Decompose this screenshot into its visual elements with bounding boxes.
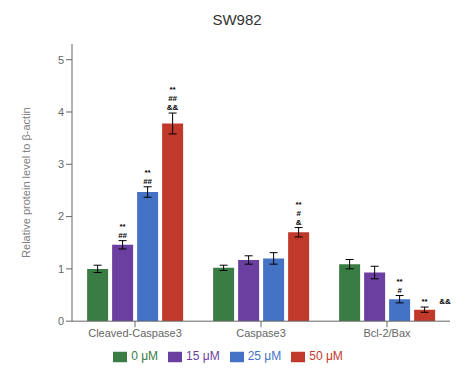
svg-text:**: **: [296, 200, 303, 209]
svg-text:**: **: [120, 222, 127, 231]
svg-text:**: **: [170, 85, 177, 94]
svg-text:&&: &&: [439, 297, 451, 306]
svg-text:**: **: [397, 277, 404, 286]
svg-text:#: #: [296, 209, 301, 218]
html-text:25 μM: 25 μM: [247, 349, 282, 364]
html-text:SW982: SW982: [212, 11, 262, 28]
svg-text:**: **: [145, 168, 152, 177]
svg-text:##: ##: [118, 231, 127, 240]
svg-text:Caspase3: Caspase3: [236, 327, 286, 339]
svg-text:##: ##: [143, 177, 152, 186]
svg-text:Bcl-2/Bax: Bcl-2/Bax: [363, 327, 411, 339]
svg-text:&&: &&: [167, 103, 179, 112]
svg-text:3: 3: [58, 158, 64, 170]
svg-text:**: **: [422, 297, 429, 306]
svg-text:#: #: [397, 286, 402, 295]
svg-text:##: ##: [168, 94, 177, 103]
svg-text:Cleaved-Caspase3: Cleaved-Caspase3: [88, 327, 182, 339]
html-text:50 μM: 50 μM: [309, 349, 343, 364]
svg-text:0: 0: [58, 315, 64, 327]
html-text:0 μM: 0 μM: [131, 349, 159, 364]
svg-text:&: &: [296, 218, 302, 227]
svg-text:Relative protein level to β-ac: Relative protein level to β-actin: [20, 107, 32, 258]
svg-text:4: 4: [58, 106, 64, 118]
html-text:15 μM: 15 μM: [186, 349, 220, 364]
svg-text:2: 2: [58, 210, 64, 222]
svg-text:1: 1: [58, 263, 64, 275]
svg-text:5: 5: [58, 54, 64, 66]
